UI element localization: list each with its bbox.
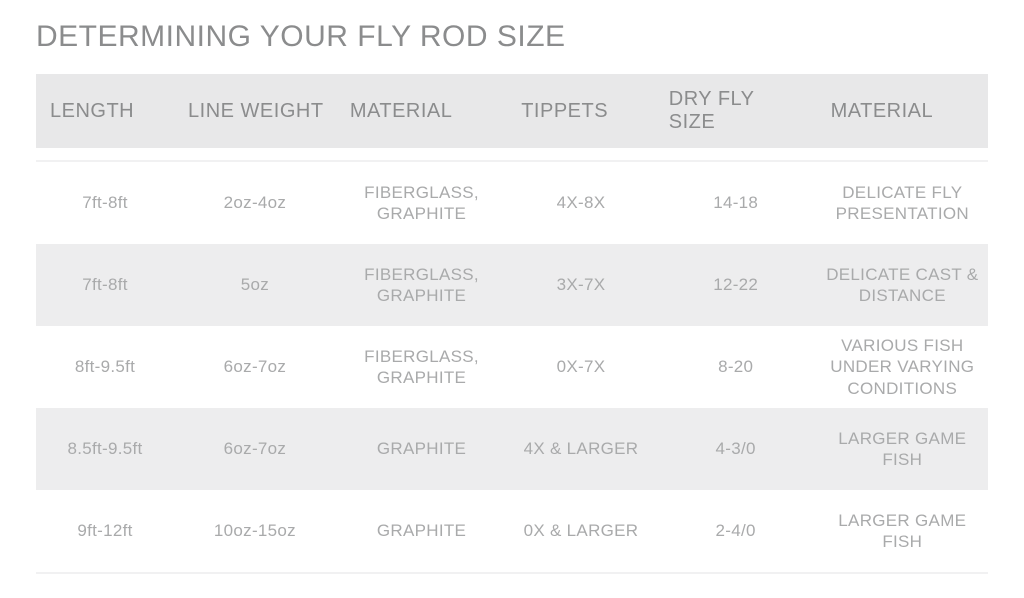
cell-use: DELICATE FLY PRESENTATION [817,162,988,244]
cell-dry-fly-size: 12-22 [655,244,817,326]
cell-tippets: 3X-7X [507,244,655,326]
col-material-2: MATERIAL [817,74,988,148]
cell-dry-fly-size: 2-4/0 [655,490,817,572]
cell-length: 8.5ft-9.5ft [36,408,174,490]
cell-line-weight: 6oz-7oz [174,326,336,408]
col-length: LENGTH [36,74,174,148]
table-row: 8.5ft-9.5ft 6oz-7oz GRAPHITE 4X & LARGER… [36,408,988,490]
table-row: 7ft-8ft 5oz FIBERGLASS, GRAPHITE 3X-7X 1… [36,244,988,326]
cell-dry-fly-size: 4-3/0 [655,408,817,490]
cell-material: FIBERGLASS, GRAPHITE [336,244,507,326]
cell-material: GRAPHITE [336,490,507,572]
col-tippets: TIPPETS [507,74,655,148]
cell-use: LARGER GAME FISH [817,408,988,490]
cell-material: GRAPHITE [336,408,507,490]
cell-length: 7ft-8ft [36,162,174,244]
page-container: DETERMINING YOUR FLY ROD SIZE LENGTH LIN… [0,0,1024,598]
cell-material: FIBERGLASS, GRAPHITE [336,162,507,244]
table-row: 9ft-12ft 10oz-15oz GRAPHITE 0X & LARGER … [36,490,988,572]
col-line-weight: LINE WEIGHT [174,74,336,148]
cell-use: LARGER GAME FISH [817,490,988,572]
table-row: 7ft-8ft 2oz-4oz FIBERGLASS, GRAPHITE 4X-… [36,162,988,244]
cell-line-weight: 5oz [174,244,336,326]
cell-tippets: 0X & LARGER [507,490,655,572]
rod-size-table: LENGTH LINE WEIGHT MATERIAL TIPPETS DRY … [36,74,988,574]
table-header: LENGTH LINE WEIGHT MATERIAL TIPPETS DRY … [36,74,988,160]
table-row: 8ft-9.5ft 6oz-7oz FIBERGLASS, GRAPHITE 0… [36,326,988,408]
cell-use: VARIOUS FISH UNDER VARYING CONDITIONS [817,326,988,408]
cell-line-weight: 2oz-4oz [174,162,336,244]
table-body: 7ft-8ft 2oz-4oz FIBERGLASS, GRAPHITE 4X-… [36,160,988,574]
footer-rule [36,572,988,574]
cell-line-weight: 10oz-15oz [174,490,336,572]
table-header-row: LENGTH LINE WEIGHT MATERIAL TIPPETS DRY … [36,74,988,148]
cell-length: 7ft-8ft [36,244,174,326]
cell-dry-fly-size: 8-20 [655,326,817,408]
cell-dry-fly-size: 14-18 [655,162,817,244]
page-title: DETERMINING YOUR FLY ROD SIZE [36,20,988,54]
cell-length: 8ft-9.5ft [36,326,174,408]
cell-material: FIBERGLASS, GRAPHITE [336,326,507,408]
cell-use: DELICATE CAST & DISTANCE [817,244,988,326]
cell-line-weight: 6oz-7oz [174,408,336,490]
cell-tippets: 0X-7X [507,326,655,408]
col-dry-fly-size: DRY FLY SIZE [655,74,817,148]
col-material: MATERIAL [336,74,507,148]
cell-length: 9ft-12ft [36,490,174,572]
cell-tippets: 4X-8X [507,162,655,244]
cell-tippets: 4X & LARGER [507,408,655,490]
